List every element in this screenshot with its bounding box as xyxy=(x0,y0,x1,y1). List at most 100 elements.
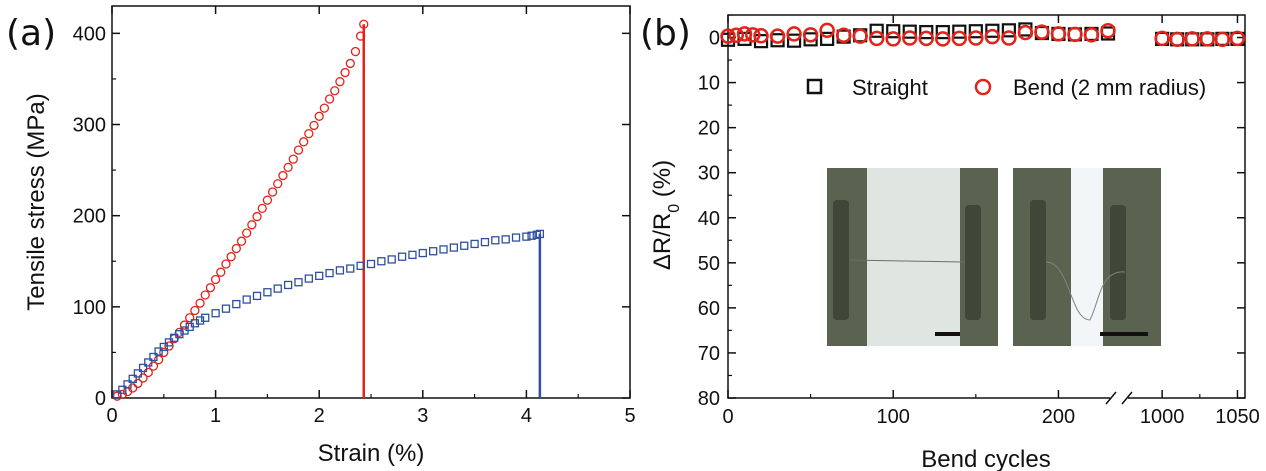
data-point-circle xyxy=(1067,26,1083,43)
data-point-square xyxy=(377,257,386,266)
data-point-square xyxy=(113,390,122,399)
panel-b-y-tick-label: 10 xyxy=(698,73,720,95)
data-point-circle xyxy=(133,378,143,389)
data-point-circle xyxy=(299,137,309,147)
data-point-square xyxy=(491,236,500,245)
data-point-circle xyxy=(159,347,169,358)
panel-b-y-axis-title: ΔR/R0 (%) xyxy=(649,160,683,270)
data-point-circle xyxy=(1154,30,1170,47)
panel-b-y-tick-label: 0 xyxy=(709,28,720,50)
panel-b-y-tick-label: 70 xyxy=(698,343,720,365)
data-point-circle xyxy=(304,128,314,139)
data-point-circle xyxy=(1001,30,1017,46)
data-point-circle xyxy=(231,243,241,254)
data-point-circle xyxy=(262,195,273,205)
panel-b-axes: 0 100 200 1000 1050 0 10 20 30 40 50 60 70 80 xyxy=(698,14,1260,428)
data-point-circle xyxy=(216,267,226,277)
panel-b-y-tick-label: 50 xyxy=(698,253,720,275)
axis-break-mark xyxy=(1105,391,1117,405)
data-point-square xyxy=(195,316,205,325)
data-point-circle xyxy=(968,30,984,46)
data-point-circle xyxy=(901,30,918,46)
data-point-square xyxy=(133,369,143,378)
data-point-circle xyxy=(745,27,761,43)
data-point-circle xyxy=(200,290,210,300)
data-point-circle xyxy=(205,283,216,293)
data-point-circle xyxy=(174,327,184,338)
data-point-circle xyxy=(1050,26,1067,42)
panel-a-plot-frame xyxy=(111,5,631,399)
data-point-circle xyxy=(1034,24,1050,40)
data-point-circle xyxy=(293,145,304,155)
legend-marker-straight xyxy=(806,78,823,95)
data-point-circle xyxy=(330,86,340,96)
data-point-circle xyxy=(918,30,935,47)
panel-a-y-axis-title: Tensile stress (MPa) xyxy=(23,93,50,310)
data-point-circle xyxy=(736,26,753,42)
panel-a-y-tick-label: 100 xyxy=(73,297,106,319)
data-point-circle xyxy=(242,228,252,238)
data-point-square xyxy=(346,264,355,273)
data-point-circle xyxy=(359,19,369,29)
data-point-square xyxy=(968,24,983,39)
panel-a-y-tick-label: 200 xyxy=(73,206,106,228)
data-point-square xyxy=(869,23,884,38)
data-point-square xyxy=(263,288,272,297)
panel-a-marks xyxy=(112,19,545,401)
data-point-square xyxy=(335,266,345,275)
data-point-square xyxy=(252,291,262,301)
data-point-circle xyxy=(143,367,153,378)
panel-a-axes: 0 1 2 3 4 5 0 100 200 300 400 xyxy=(73,6,636,427)
data-point-circle xyxy=(984,28,1001,45)
data-point-square xyxy=(449,243,459,252)
data-point-circle xyxy=(753,27,769,44)
panel-a-x-tick-label: 4 xyxy=(521,405,532,427)
data-point-square xyxy=(356,261,365,270)
data-point-square xyxy=(429,247,438,256)
data-point-square xyxy=(786,33,802,48)
data-point-circle xyxy=(335,77,345,87)
data-point-square xyxy=(128,374,137,384)
data-point-circle xyxy=(1169,31,1185,48)
data-point-square xyxy=(315,271,324,280)
panel-a-label: (a) xyxy=(6,13,56,54)
data-point-circle xyxy=(720,28,736,44)
data-point-circle xyxy=(769,28,786,44)
data-point-circle xyxy=(802,27,819,43)
panel-a-x-tick-label: 0 xyxy=(106,405,117,427)
data-point-circle xyxy=(324,94,335,104)
data-point-square xyxy=(387,255,396,264)
scale-bar xyxy=(935,332,960,336)
data-point-circle xyxy=(951,30,968,47)
panel-a-x-axis-title: Strain (%) xyxy=(318,440,425,467)
data-point-square xyxy=(919,25,934,40)
data-point-square xyxy=(535,229,545,239)
data-point-square xyxy=(527,231,536,240)
data-point-circle xyxy=(273,179,283,189)
panel-b-label: (b) xyxy=(640,13,691,54)
data-point-square xyxy=(1001,23,1016,38)
data-point-circle xyxy=(728,27,745,44)
panel-a-y-tick-label: 300 xyxy=(73,115,106,137)
data-point-square xyxy=(985,23,1000,38)
data-point-circle xyxy=(138,373,148,383)
data-point-circle xyxy=(350,46,361,57)
data-point-circle xyxy=(247,220,257,230)
legend-marker-bend xyxy=(974,78,992,96)
data-point-square xyxy=(118,385,127,394)
data-point-square xyxy=(480,237,490,247)
data-point-square xyxy=(138,363,148,373)
data-point-circle xyxy=(226,252,236,262)
data-point-circle xyxy=(309,120,319,131)
data-point-circle xyxy=(868,30,885,47)
scale-bar xyxy=(1100,332,1148,336)
data-point-square xyxy=(470,239,479,249)
data-point-square xyxy=(902,24,917,39)
data-point-square xyxy=(201,313,210,322)
panel-b-y-tick-label: 40 xyxy=(698,208,720,230)
panel-b-x-tick-label: 100 xyxy=(877,406,910,428)
data-point-circle xyxy=(885,31,901,47)
data-point-circle xyxy=(117,389,128,400)
panel-a-x-tick-label: 1 xyxy=(210,405,221,427)
